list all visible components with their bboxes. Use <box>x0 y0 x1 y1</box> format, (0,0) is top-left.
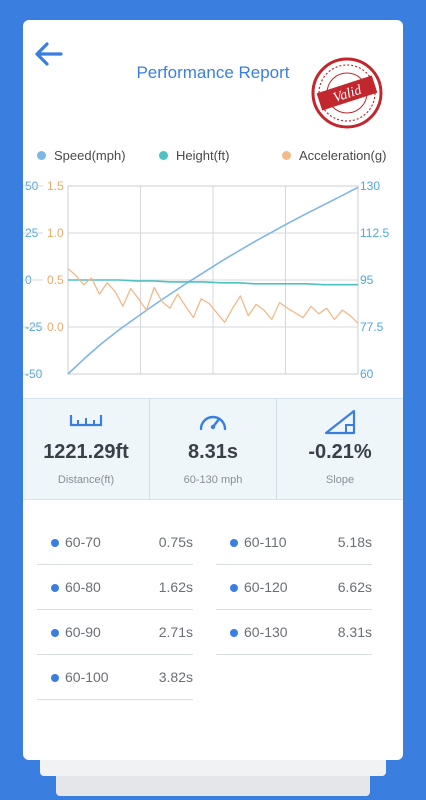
split-range: 60-80 <box>65 579 101 595</box>
height-series-line <box>68 279 358 286</box>
stat-distance-value: 1221.29ft <box>43 441 129 463</box>
split-range: 60-90 <box>65 624 101 640</box>
split-bullet <box>51 674 59 682</box>
stat-slope-label: Slope <box>325 474 355 486</box>
split-bullet <box>230 539 238 547</box>
back-arrow-icon[interactable] <box>33 40 65 68</box>
stat-slope: -0.21% Slope <box>276 399 403 499</box>
split-bullet <box>230 584 238 592</box>
page-title: Performance Report <box>136 63 290 82</box>
legend-height-label: Height(ft) <box>176 148 230 163</box>
split-row: 60-110 5.18s <box>216 520 372 565</box>
speed-tick-label: 112.5 <box>360 226 389 240</box>
split-row: 60-100 3.82s <box>37 655 193 700</box>
accel-tick-label: 0.5 <box>47 273 64 287</box>
accel-tick-label: 1.0 <box>47 226 64 240</box>
stat-distance: 1221.29ft Distance(ft) <box>23 399 149 499</box>
stat-slope-value: -0.21% <box>308 441 372 463</box>
accel-tick-label: 1.5 <box>47 179 64 193</box>
legend-height: Height(ft) <box>159 148 229 163</box>
stat-time-label: 60-130 mph <box>183 474 243 486</box>
stamp-text: Valid <box>331 83 364 106</box>
chart-legend: Speed(mph) Height(ft) Acceleration(g) <box>23 148 403 168</box>
accel-tick-label: 0.0 <box>47 320 64 334</box>
legend-speed: Speed(mph) <box>37 148 126 163</box>
speed-tick-label: 130 <box>360 179 380 193</box>
stat-time: 8.31s 60-130 mph <box>149 399 276 499</box>
split-range: 60-130 <box>244 624 288 640</box>
split-bullet <box>51 584 59 592</box>
split-range: 60-120 <box>244 579 288 595</box>
speed-tick-label: 95 <box>360 273 374 287</box>
split-range: 60-110 <box>244 534 287 550</box>
legend-speed-dot <box>37 151 46 160</box>
chart-lines <box>67 186 359 375</box>
speed-tick-label: 77.5 <box>360 320 384 334</box>
legend-speed-label: Speed(mph) <box>54 148 126 163</box>
ruler-icon <box>69 415 103 427</box>
split-bullet <box>230 629 238 637</box>
split-times-list: 60-70 0.75s 60-110 5.18s 60-80 1.62s 60-… <box>23 520 403 720</box>
split-time: 8.31s <box>337 624 372 640</box>
acceleration-series-line <box>67 268 359 324</box>
split-range: 60-70 <box>65 534 101 550</box>
legend-acceleration: Acceleration(g) <box>282 148 386 163</box>
slope-icon <box>324 409 356 435</box>
split-bullet <box>51 629 59 637</box>
split-range: 60-100 <box>65 669 109 685</box>
speedometer-icon <box>199 415 227 431</box>
legend-height-dot <box>159 151 168 160</box>
legend-acceleration-dot <box>282 151 291 160</box>
speed-series-line <box>67 186 359 375</box>
split-row: 60-90 2.71s <box>37 610 193 655</box>
split-time: 1.62s <box>158 579 193 595</box>
stat-time-value: 8.31s <box>187 441 239 463</box>
split-time: 0.75s <box>158 534 193 550</box>
report-card: Performance Report Valid Speed(mph) Heig… <box>23 20 403 760</box>
split-time: 2.71s <box>158 624 193 640</box>
split-time: 3.82s <box>158 669 193 685</box>
split-bullet <box>51 539 59 547</box>
split-row: 60-120 6.62s <box>216 565 372 610</box>
split-row: 60-70 0.75s <box>37 520 193 565</box>
valid-stamp: Valid <box>311 57 383 129</box>
stats-panel: 1221.29ft Distance(ft) 8.31s 60-130 mph … <box>23 398 403 500</box>
split-row: 60-80 1.62s <box>37 565 193 610</box>
split-time: 5.18s <box>337 534 372 550</box>
split-row: 60-130 8.31s <box>216 610 372 655</box>
speed-tick-label: 60 <box>360 367 374 381</box>
legend-acceleration-label: Acceleration(g) <box>299 148 387 163</box>
split-time: 6.62s <box>337 579 372 595</box>
stat-distance-label: Distance(ft) <box>57 474 115 486</box>
